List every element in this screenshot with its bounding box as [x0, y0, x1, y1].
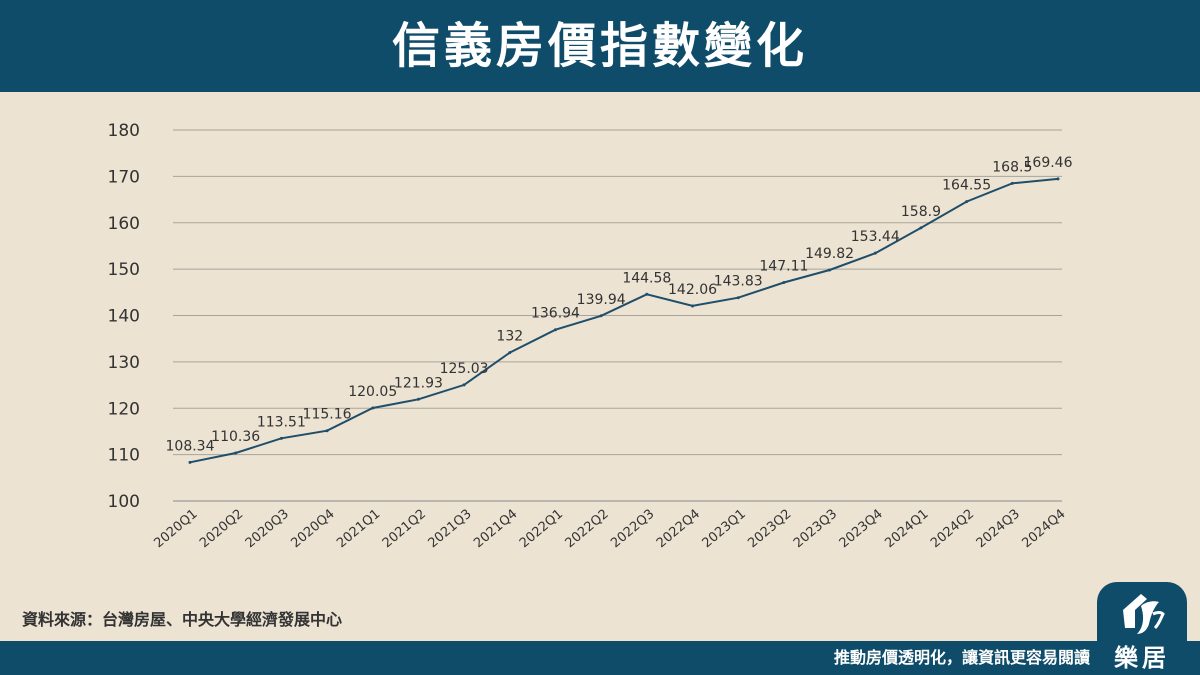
data-point: [965, 200, 969, 204]
x-tick-label: 2024Q1: [882, 507, 931, 552]
data-point: [188, 460, 192, 464]
y-tick-label: 160: [108, 214, 140, 234]
data-label: 168.5: [992, 159, 1032, 175]
data-label: 121.93: [394, 375, 443, 391]
data-label: 110.36: [211, 429, 260, 445]
data-point: [919, 226, 923, 230]
data-label: 164.55: [942, 178, 991, 194]
x-tick-label: 2024Q4: [1019, 507, 1068, 552]
brand-logo: 樂居: [1097, 582, 1187, 675]
data-point: [691, 304, 695, 308]
data-label: 120.05: [348, 384, 397, 400]
data-label: 153.44: [851, 229, 900, 245]
data-point: [873, 251, 877, 255]
x-tick-label: 2020Q2: [197, 507, 246, 552]
source-note: 資料來源：台灣房屋、中央大學經濟發展中心: [22, 610, 343, 629]
x-tick-label: 2021Q2: [380, 507, 429, 552]
x-tick-label: 2023Q2: [745, 507, 794, 552]
data-label: 113.51: [257, 414, 306, 430]
page-title: 信義房價指數變化: [391, 18, 808, 74]
data-label: 144.58: [622, 270, 671, 286]
header-bar: 信義房價指數變化: [0, 0, 1200, 92]
x-tick-label: 2022Q1: [517, 507, 566, 552]
data-point: [736, 296, 740, 300]
logo-text: 樂居: [1114, 644, 1170, 672]
data-point: [599, 314, 603, 318]
data-point: [325, 429, 329, 433]
data-point: [371, 406, 375, 410]
data-point: [1056, 177, 1060, 181]
x-tick-label: 2021Q3: [426, 507, 475, 552]
footer-bar: 推動房價透明化，讓資訊更容易閱讀: [0, 641, 1200, 675]
data-point: [645, 292, 649, 296]
x-tick-label: 2023Q3: [791, 507, 840, 552]
house-icon: [1123, 594, 1165, 634]
x-tick-label: 2022Q4: [654, 507, 703, 552]
y-tick-label: 120: [108, 399, 140, 419]
data-label: 125.03: [440, 361, 489, 377]
data-label: 136.94: [531, 306, 580, 322]
data-label: 147.11: [759, 259, 808, 275]
data-label: 158.9: [901, 204, 941, 220]
x-tick-label: 2024Q3: [974, 507, 1023, 552]
data-point: [828, 268, 832, 272]
data-label: 149.82: [805, 246, 854, 262]
x-tick-label: 2023Q1: [700, 507, 749, 552]
data-point: [234, 451, 238, 455]
data-point: [279, 436, 283, 440]
data-point: [508, 351, 512, 355]
y-tick-label: 110: [108, 446, 140, 466]
data-label: 115.16: [303, 407, 352, 423]
data-label: 169.46: [1024, 155, 1073, 171]
x-tick-label: 2024Q2: [928, 507, 977, 552]
line-chart: 1001101201301401501601701802020Q12020Q22…: [108, 121, 1073, 552]
x-tick-label: 2020Q3: [243, 507, 292, 552]
y-tick-label: 140: [108, 307, 140, 327]
data-label: 139.94: [577, 292, 626, 308]
x-tick-label: 2021Q4: [471, 507, 520, 552]
data-label: 108.34: [166, 438, 215, 454]
x-tick-label: 2022Q2: [563, 507, 612, 552]
data-label: 142.06: [668, 282, 717, 298]
data-point: [462, 383, 466, 387]
data-label: 143.83: [714, 274, 763, 290]
series-line: [189, 177, 1059, 464]
data-point: [553, 328, 557, 332]
data-label: 132: [496, 329, 523, 345]
x-tick-label: 2020Q1: [151, 507, 200, 552]
footer-slogan: 推動房價透明化，讓資訊更容易閱讀: [833, 648, 1090, 667]
x-tick-label: 2022Q3: [608, 507, 657, 552]
y-tick-label: 170: [108, 167, 140, 187]
data-point: [416, 397, 420, 401]
y-tick-label: 180: [108, 121, 140, 141]
x-tick-label: 2020Q4: [288, 507, 337, 552]
x-tick-label: 2023Q4: [837, 507, 886, 552]
data-point: [782, 281, 786, 285]
y-tick-label: 100: [108, 492, 140, 512]
y-tick-label: 150: [108, 260, 140, 280]
y-tick-label: 130: [108, 353, 140, 373]
data-point: [1010, 181, 1014, 185]
x-tick-label: 2021Q1: [334, 507, 383, 552]
